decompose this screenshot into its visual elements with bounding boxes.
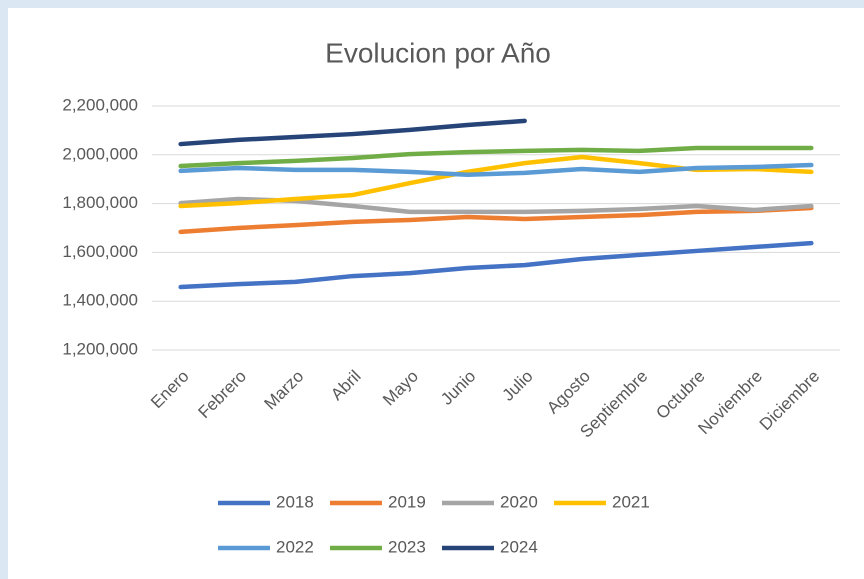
line-series bbox=[178, 240, 814, 290]
legend-label: 2021 bbox=[612, 492, 650, 511]
line-series bbox=[178, 205, 814, 235]
legend-label: 2018 bbox=[276, 492, 314, 511]
y-tick-label: 1,600,000 bbox=[62, 242, 138, 261]
legend-label: 2023 bbox=[388, 537, 426, 556]
line-series bbox=[178, 145, 814, 169]
legend-label: 2024 bbox=[500, 537, 538, 556]
line-series bbox=[178, 162, 814, 178]
y-tick-label: 2,000,000 bbox=[62, 144, 138, 163]
legend-label: 2020 bbox=[500, 492, 538, 511]
y-tick-label: 1,800,000 bbox=[62, 193, 138, 212]
y-tick-label: 2,200,000 bbox=[62, 95, 138, 114]
line-series bbox=[178, 118, 527, 147]
y-tick-label: 1,400,000 bbox=[62, 291, 138, 310]
legend-label: 2022 bbox=[276, 537, 314, 556]
y-tick-label: 1,200,000 bbox=[62, 339, 138, 358]
legend-label: 2019 bbox=[388, 492, 426, 511]
chart-area bbox=[8, 8, 864, 579]
chart-title: Evolucion por Año bbox=[325, 37, 551, 68]
